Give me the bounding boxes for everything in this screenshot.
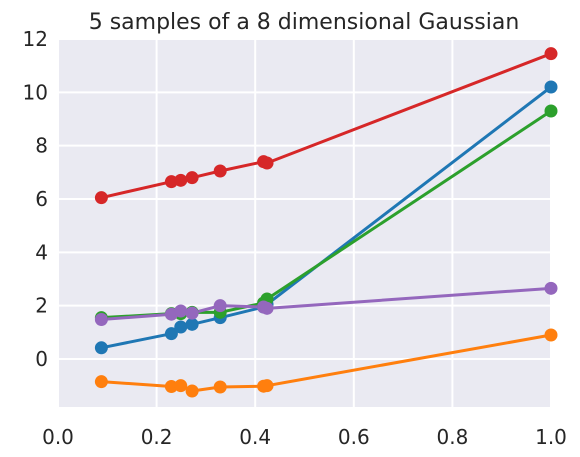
series-markers — [94, 47, 558, 398]
series-1-point — [185, 317, 199, 331]
x-tick-label: 0.6 — [338, 425, 370, 449]
series-5-point — [260, 301, 274, 315]
series-1-point — [544, 80, 558, 94]
series-2-point — [164, 379, 178, 393]
x-tick-label: 0.8 — [436, 425, 468, 449]
y-tick-labels: 0 2 4 6 8 10 12 — [23, 27, 48, 371]
y-tick-label: 10 — [23, 80, 48, 104]
series-5-point — [185, 306, 199, 320]
y-tick-label: 6 — [35, 187, 48, 211]
series-1-point — [164, 327, 178, 341]
series-4-point — [174, 173, 188, 187]
y-tick-label: 4 — [35, 240, 48, 264]
series-3-point — [544, 104, 558, 118]
series-2-point — [174, 379, 188, 393]
series-4-point — [544, 47, 558, 61]
series-5-point — [174, 304, 188, 318]
series-2-point — [213, 380, 227, 394]
series-4-point — [185, 171, 199, 185]
chart-title: 5 samples of a 8 dimensional Gaussian — [89, 10, 520, 35]
series-5-point — [213, 299, 227, 313]
series-1-point — [174, 320, 188, 334]
x-tick-label: 0.0 — [42, 425, 74, 449]
series-2-point — [94, 375, 108, 389]
series-2-point — [544, 328, 558, 342]
x-tick-label: 0.4 — [239, 425, 271, 449]
x-tick-label: 0.2 — [141, 425, 173, 449]
x-tick-labels: 0.0 0.2 0.4 0.6 0.8 1.0 — [42, 425, 567, 449]
series-1-point — [94, 341, 108, 355]
series-4-point — [94, 191, 108, 205]
series-4-point — [260, 156, 274, 170]
grid — [57, 38, 552, 407]
series-2-point — [260, 379, 274, 393]
series-5-point — [544, 281, 558, 295]
series-5-point — [94, 313, 108, 327]
y-tick-label: 2 — [35, 294, 48, 318]
plot-background — [58, 39, 551, 407]
series-4-point — [213, 164, 227, 178]
y-tick-label: 8 — [35, 134, 48, 158]
x-tick-label: 1.0 — [535, 425, 567, 449]
y-tick-label: 12 — [23, 27, 48, 51]
series-2-point — [185, 384, 199, 398]
y-tick-label: 0 — [35, 347, 48, 371]
